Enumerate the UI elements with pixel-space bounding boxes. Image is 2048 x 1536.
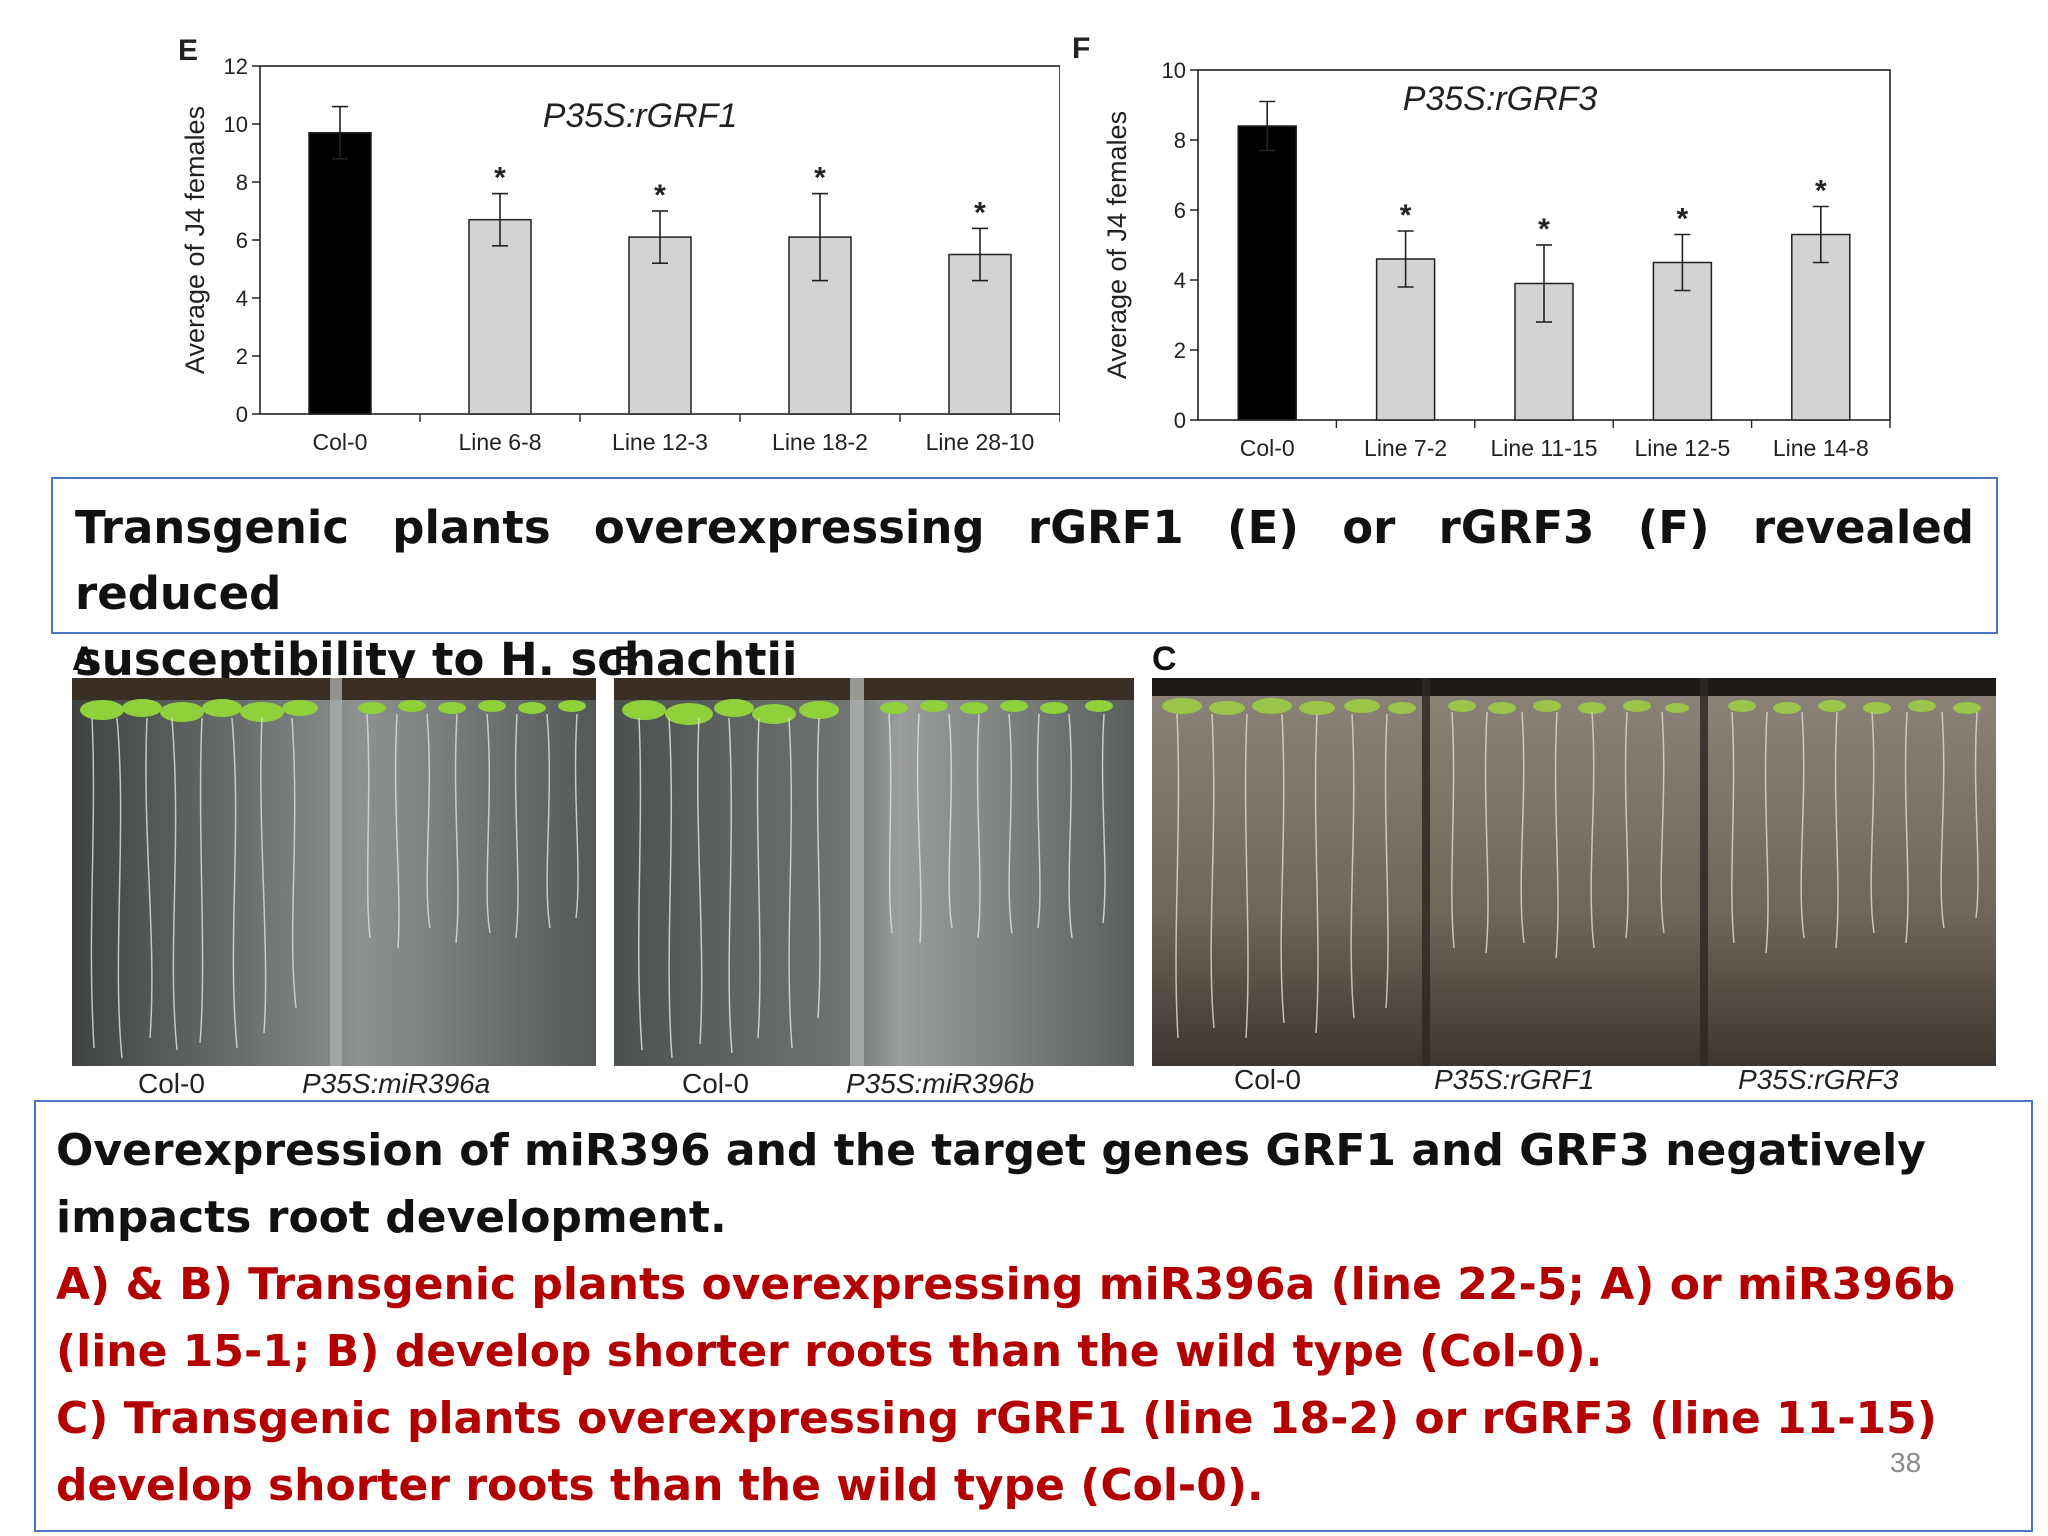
y-tick-label: 0 [1174,408,1186,433]
bar [1652,261,1713,421]
root-photo-a [72,678,596,1066]
y-tick-label: 10 [224,112,248,137]
significance-mark: * [814,162,826,195]
y-tick-label: 10 [1162,58,1186,83]
x-tick-label: Col-0 [1240,435,1295,461]
bar [468,218,532,415]
y-tick-label: 6 [236,228,248,253]
x-tick-label: Line 7-2 [1364,435,1447,461]
y-tick-label: 2 [236,344,248,369]
photo-c-label-rgrf3: P35S:rGRF3 [1738,1064,1899,1095]
bar [308,131,372,415]
chart-e-svg: E 0 2 4 6 8 10 12 Average of J4 females P35S:rGRF… [178,34,1061,455]
x-tick-label: Line 6-8 [458,429,541,455]
root-photo-b [614,678,1134,1066]
bar [1237,125,1297,421]
photo-b-label-col0: Col-0 [682,1068,749,1099]
chart-e: E 0 2 4 6 8 10 12 Average of J4 females P35S:rGRF… [160,30,1061,470]
page-number: 38 [1890,1447,1922,1478]
chart-title: P35S:rGRF1 [543,97,738,135]
y-tick-label: 6 [1174,198,1186,223]
bar [1791,233,1851,421]
y-axis-label: Average of J4 females [180,106,210,374]
caption-top: Transgenic plants overexpressing rGRF1 (… [51,477,1998,686]
caption-bottom-summary: Overexpression of miR396 and the target … [56,1125,1926,1243]
y-tick-label: 8 [236,170,248,195]
significance-mark: * [1815,175,1827,208]
y-tick-label: 8 [1174,128,1186,153]
chart-f: F 0 2 4 6 8 10 Average of J4 females P35S:rGRF3 C… [1060,30,2000,470]
significance-mark: * [1677,203,1689,236]
bar [788,236,852,415]
photo-letter-b: B [614,640,639,678]
y-tick-label: 0 [236,402,248,427]
y-tick-label: 2 [1174,338,1186,363]
caption-top-line-1: Transgenic plants overexpressing rGRF1 (… [75,501,1974,620]
caption-top-line-2: susceptibility to H. schachtii [75,633,798,686]
x-tick-label: Line 12-5 [1634,435,1730,461]
significance-mark: * [1400,199,1412,232]
photo-c-label-rgrf1: P35S:rGRF1 [1434,1064,1595,1095]
significance-mark: * [1538,213,1550,246]
x-tick-label: Line 28-10 [926,429,1035,455]
chart-title: P35S:rGRF3 [1403,80,1598,118]
panel-letter: E [178,34,198,67]
photo-letter-c: C [1152,640,1177,678]
photo-panel-c [1152,678,1996,1066]
y-tick-label: 4 [1174,268,1186,293]
y-tick-label: 12 [224,54,248,79]
caption-bottom: Overexpression of miR396 and the target … [34,1100,2033,1532]
root-photo-c [1152,678,1996,1066]
significance-mark: * [494,162,506,195]
photo-a-label-transgenic: P35S:miR396a [302,1068,491,1099]
x-tick-label: Line 14-8 [1773,435,1869,461]
x-tick-label: Line 11-15 [1491,435,1598,461]
bar [948,253,1012,415]
significance-mark: * [974,196,986,229]
caption-bottom-c: C) Transgenic plants overexpressing rGRF… [56,1393,1937,1511]
caption-bottom-ab: A) & B) Transgenic plants overexpressing… [56,1259,1956,1377]
photo-panel-a [72,678,596,1066]
x-tick-label: Col-0 [313,429,368,455]
photo-panel-b [614,678,1134,1066]
photo-c-label-col0: Col-0 [1234,1064,1301,1095]
significance-mark: * [654,179,666,212]
photo-letter-a: A [72,640,97,678]
y-tick-label: 4 [236,286,248,311]
x-tick-label: Line 12-3 [612,429,708,455]
chart-f-svg: F 0 2 4 6 8 10 Average of J4 females P35S:rGRF3 C… [1072,32,1891,461]
photo-b-label-transgenic: P35S:miR396b [846,1068,1035,1099]
photo-a-label-col0: Col-0 [138,1068,205,1099]
panel-letter: F [1072,32,1090,65]
y-axis-label: Average of J4 females [1102,111,1132,379]
x-tick-label: Line 18-2 [772,429,868,455]
